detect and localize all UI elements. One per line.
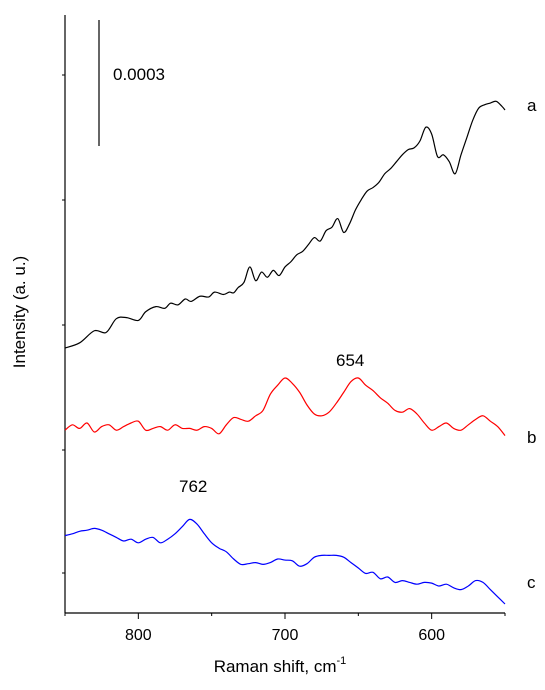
peak-annotations: 654 762 (179, 351, 364, 496)
scale-bar-label: 0.0003 (113, 65, 165, 84)
series-curves (64, 100, 506, 605)
series-line-b (64, 377, 506, 436)
series-label-a: a (527, 96, 537, 115)
x-axis-title: Raman shift, cm-1 (214, 655, 347, 676)
y-axis-title: Intensity (a. u.) (10, 256, 29, 368)
x-tick-label-700: 700 (272, 627, 299, 644)
series-line-c (64, 518, 506, 605)
peak-label-762: 762 (179, 477, 207, 496)
x-axis-title-text: Raman shift, cm (214, 657, 337, 676)
plot-area: 800 700 600 (62, 15, 506, 644)
x-axis-title-superscript: -1 (337, 655, 347, 667)
series-label-b: b (527, 428, 536, 447)
series-line-a (64, 100, 506, 349)
x-axis-ticks: 800 700 600 (64, 613, 506, 644)
series-label-c: c (527, 573, 536, 592)
y-axis-ticks (62, 74, 65, 574)
series-labels: a b c (527, 96, 537, 592)
x-tick-label-800: 800 (125, 627, 152, 644)
x-tick-label-600: 600 (418, 627, 445, 644)
scale-bar: 0.0003 (98, 20, 165, 146)
peak-label-654: 654 (336, 351, 364, 370)
